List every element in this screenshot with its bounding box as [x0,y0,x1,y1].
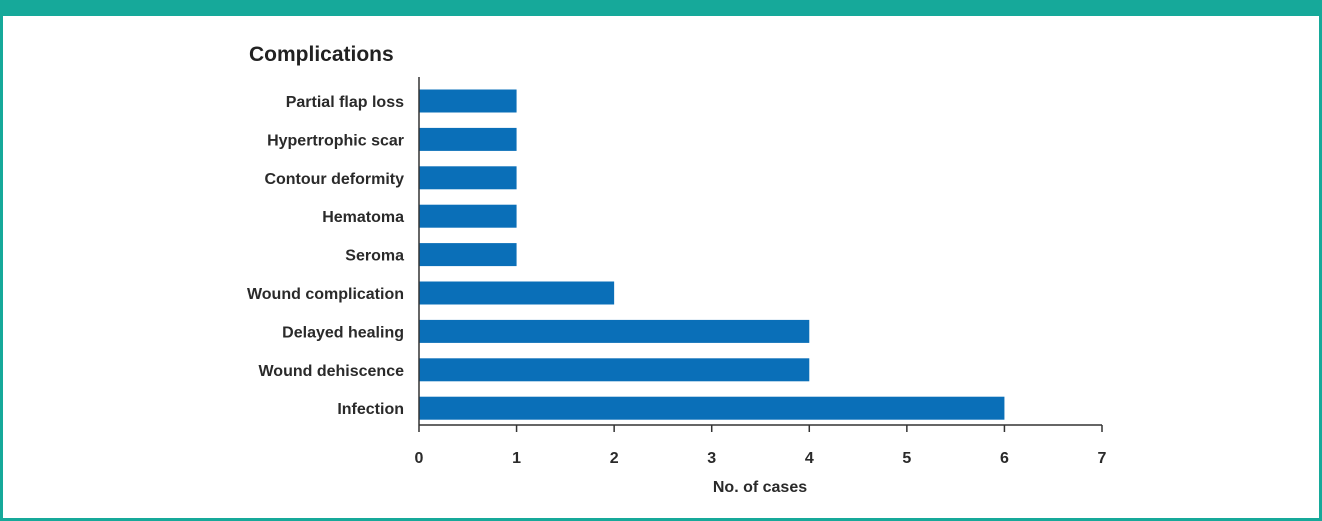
x-tick-label: 1 [512,450,521,467]
chart-title: Complications [249,43,394,66]
bar-infection [419,396,1005,420]
category-label: Infection [337,401,404,418]
x-tick-label: 5 [902,450,911,467]
x-tick-label: 4 [805,450,814,467]
category-label: Hypertrophic scar [267,132,404,149]
bar-contour-deformity [419,166,517,190]
bar-delayed-healing [419,319,810,343]
x-tick-label: 2 [610,450,619,467]
bar-seroma [419,243,517,267]
category-label: Hematoma [322,209,404,226]
category-label: Partial flap loss [286,94,404,111]
category-label: Wound dehiscence [258,363,404,380]
x-tick-label: 6 [1000,450,1009,467]
category-label: Seroma [345,248,404,265]
bar-hypertrophic-scar [419,127,517,151]
figure-header-bar [0,0,1322,16]
category-label: Delayed healing [282,324,404,341]
x-ticks-group: 0 1 2 3 4 5 6 7 [415,425,1107,467]
category-labels-group: Partial flap loss Hypertrophic scar Contou… [247,94,404,418]
bar-partial-flap-loss [419,89,517,113]
category-label: Wound complication [247,286,404,303]
bar-hematoma [419,204,517,228]
category-label: Contour deformity [264,171,404,188]
x-tick-label: 0 [415,450,424,467]
bars-group [419,89,1005,420]
bar-wound-complication [419,281,615,305]
x-axis-label: No. of cases [713,479,807,496]
x-tick-label: 7 [1098,450,1107,467]
bar-wound-dehiscence [419,358,810,382]
x-tick-label: 3 [707,450,716,467]
